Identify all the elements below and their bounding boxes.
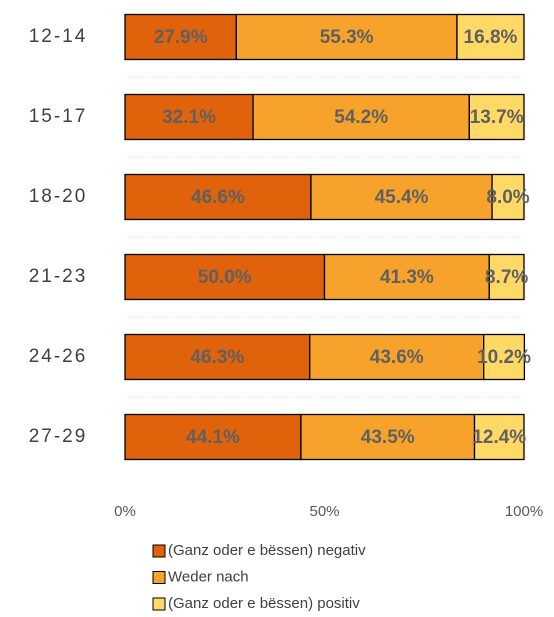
bar-segment <box>124 93 254 141</box>
value-label: 46.6% <box>191 187 245 208</box>
bar-segment <box>483 333 526 381</box>
value-label: 41.3% <box>380 267 434 288</box>
legend-swatch <box>152 597 166 611</box>
bar-segment <box>309 333 485 381</box>
x-tick-label: 0% <box>114 503 136 520</box>
bar-segment <box>124 13 237 61</box>
category-label: 21-23 <box>29 266 88 287</box>
bar-segment <box>473 413 525 461</box>
value-label: 45.4% <box>375 187 429 208</box>
legend-label: (Ganz oder e bëssen) positiv <box>168 595 360 612</box>
value-label: 8.7% <box>485 267 528 288</box>
bar-segment <box>323 253 490 301</box>
legend-swatch <box>152 544 166 558</box>
value-label: 54.2% <box>334 107 388 128</box>
value-label: 44.1% <box>186 427 240 448</box>
x-tick-label: 50% <box>309 503 339 520</box>
value-label: 13.7% <box>470 107 524 128</box>
value-label: 50.0% <box>198 267 252 288</box>
bar-segment <box>124 333 311 381</box>
category-label: 27-29 <box>29 426 88 447</box>
value-label: 16.8% <box>464 27 518 48</box>
category-label: 12-14 <box>29 26 88 47</box>
bar-segment <box>235 13 458 61</box>
category-label: 18-20 <box>29 186 88 207</box>
bar-segment <box>468 93 525 141</box>
legend-swatch <box>152 571 166 584</box>
bar-segment <box>310 173 493 221</box>
category-label: 15-17 <box>29 106 88 127</box>
value-label: 8.0% <box>486 187 529 208</box>
value-label: 27.9% <box>154 27 208 48</box>
bar-segment <box>488 253 525 301</box>
value-label: 46.3% <box>190 347 244 368</box>
bar-segment <box>252 93 470 141</box>
value-label: 12.4% <box>472 427 526 448</box>
bar-segment <box>124 253 326 301</box>
legend-label: Weder nach <box>168 568 249 585</box>
bar-segment <box>124 173 312 221</box>
bar-segment <box>491 173 525 221</box>
bar-segment <box>456 13 525 61</box>
value-label: 32.1% <box>162 107 216 128</box>
value-label: 43.5% <box>361 427 415 448</box>
value-label: 10.2% <box>477 347 531 368</box>
x-tick-label: 100% <box>505 503 543 520</box>
value-label: 43.6% <box>370 347 424 368</box>
value-label: 55.3% <box>320 27 374 48</box>
legend-label: (Ganz oder e bëssen) negativ <box>168 542 366 559</box>
category-label: 24-26 <box>29 346 88 367</box>
